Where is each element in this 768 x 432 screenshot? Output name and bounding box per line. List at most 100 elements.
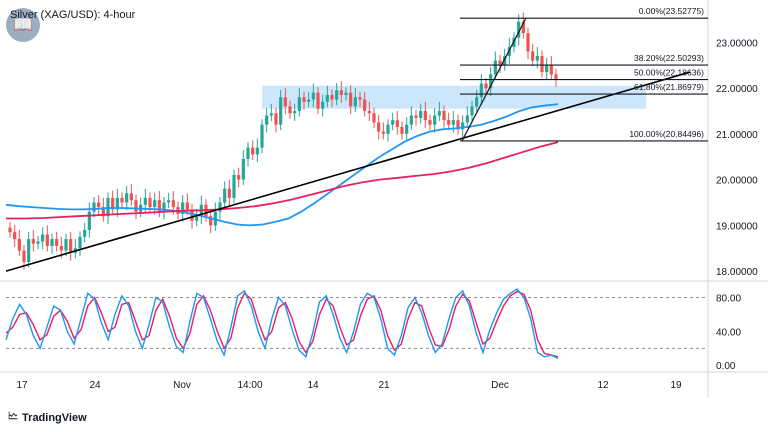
candle-body: [493, 60, 497, 75]
candle-body: [251, 147, 255, 155]
ma-red-line: [6, 141, 559, 220]
candle-body: [181, 202, 185, 214]
candle-body: [437, 110, 441, 116]
resistance-zone: [262, 85, 646, 109]
candle-body: [101, 207, 105, 217]
candle-body: [50, 239, 54, 246]
candle-body: [353, 97, 357, 107]
candle-body: [442, 110, 446, 121]
candle-body: [461, 122, 465, 130]
candle-body: [106, 197, 110, 217]
candle-body: [87, 211, 91, 230]
candle-body: [13, 232, 17, 240]
x-tick-label: 14:00: [237, 380, 262, 391]
candle-body: [381, 131, 385, 134]
fib-level-label: 61.80%(21.86979): [634, 82, 704, 92]
candle-body: [517, 21, 521, 38]
x-tick-label: 19: [670, 380, 682, 391]
candle-body: [78, 236, 82, 249]
ma-blue-line: [5, 103, 559, 227]
candle-body: [232, 175, 236, 198]
candle-body: [223, 188, 227, 203]
candle-body: [274, 113, 278, 125]
candle-body: [465, 115, 469, 123]
candle-body: [111, 197, 115, 210]
x-tick-label: Nov: [173, 380, 191, 391]
candle-body: [279, 97, 283, 125]
candle-body: [405, 124, 409, 134]
candle-body: [241, 159, 245, 180]
candle-body: [339, 90, 343, 95]
candle-body: [129, 193, 133, 201]
candle-body: [307, 99, 311, 102]
y-tick-label: 22.00000: [716, 84, 758, 95]
candle-body: [120, 197, 124, 203]
stoch-k-line: [5, 288, 559, 360]
candle-body: [451, 120, 455, 125]
candle-body: [316, 92, 320, 109]
candle-body: [344, 92, 348, 95]
watermark-logo-icon: 📖: [6, 8, 40, 42]
candle-body: [330, 94, 334, 100]
candle-body: [395, 120, 399, 127]
candle-body: [428, 120, 432, 125]
candle-body: [297, 97, 301, 111]
candle-body: [64, 239, 68, 251]
candle-body: [246, 147, 250, 160]
y-tick-label: 23.00000: [716, 38, 758, 49]
candle-body: [526, 33, 530, 52]
candle-body: [218, 202, 222, 212]
candle-body: [97, 202, 101, 208]
candle-body: [554, 74, 558, 79]
y-tick-label: 19.00000: [716, 221, 758, 232]
candle-body: [358, 97, 362, 100]
candle-body: [531, 51, 535, 61]
trendline: [5, 71, 691, 272]
candle-body: [540, 56, 544, 73]
fib-level-label: 38.20%(22.50293): [634, 53, 704, 63]
candle-body: [195, 216, 199, 221]
candle-body: [209, 216, 213, 226]
candle-body: [167, 200, 171, 203]
brand-label: TradingView: [22, 411, 87, 424]
candle-body: [419, 110, 423, 118]
candle-body: [283, 97, 287, 107]
candle-body: [293, 110, 297, 114]
stoch-y-tick-label: 40.00: [716, 327, 741, 338]
tradingview-brand[interactable]: 🗠 TradingView: [8, 409, 87, 426]
candle-body: [143, 197, 147, 205]
candle-body: [92, 202, 96, 212]
candle-body: [8, 227, 12, 233]
y-tick-label: 21.00000: [716, 130, 758, 141]
candle-body: [423, 110, 427, 121]
candle-body: [255, 147, 259, 155]
candle-body: [447, 120, 451, 125]
x-tick-label: 14: [307, 380, 319, 391]
candle-body: [363, 99, 367, 111]
fib-level-label: 50.00%(22.18636): [634, 68, 704, 78]
chart-title: Silver (XAG/USD): 4-hour: [10, 9, 136, 21]
candle-body: [22, 250, 26, 262]
x-tick-label: Dec: [491, 380, 509, 391]
candle-body: [213, 211, 217, 226]
candle-body: [162, 202, 166, 212]
candle-body: [153, 200, 157, 208]
candle-body: [479, 83, 483, 98]
candle-body: [535, 56, 539, 61]
y-tick-label: 18.00000: [716, 267, 758, 278]
candle-body: [503, 56, 507, 66]
candle-body: [41, 234, 45, 242]
tradingview-logo-icon: 🗠: [8, 411, 19, 422]
candle-body: [302, 97, 306, 102]
candle-body: [36, 241, 40, 244]
candle-body: [386, 124, 390, 134]
candle-body: [391, 120, 395, 125]
candle-body: [83, 229, 87, 237]
candle-body: [367, 110, 371, 114]
candle-body: [372, 113, 376, 123]
x-tick-label: 24: [89, 380, 101, 391]
stoch-y-tick-label: 0.00: [716, 361, 736, 372]
x-tick-label: 21: [378, 380, 390, 391]
candle-body: [157, 200, 161, 212]
